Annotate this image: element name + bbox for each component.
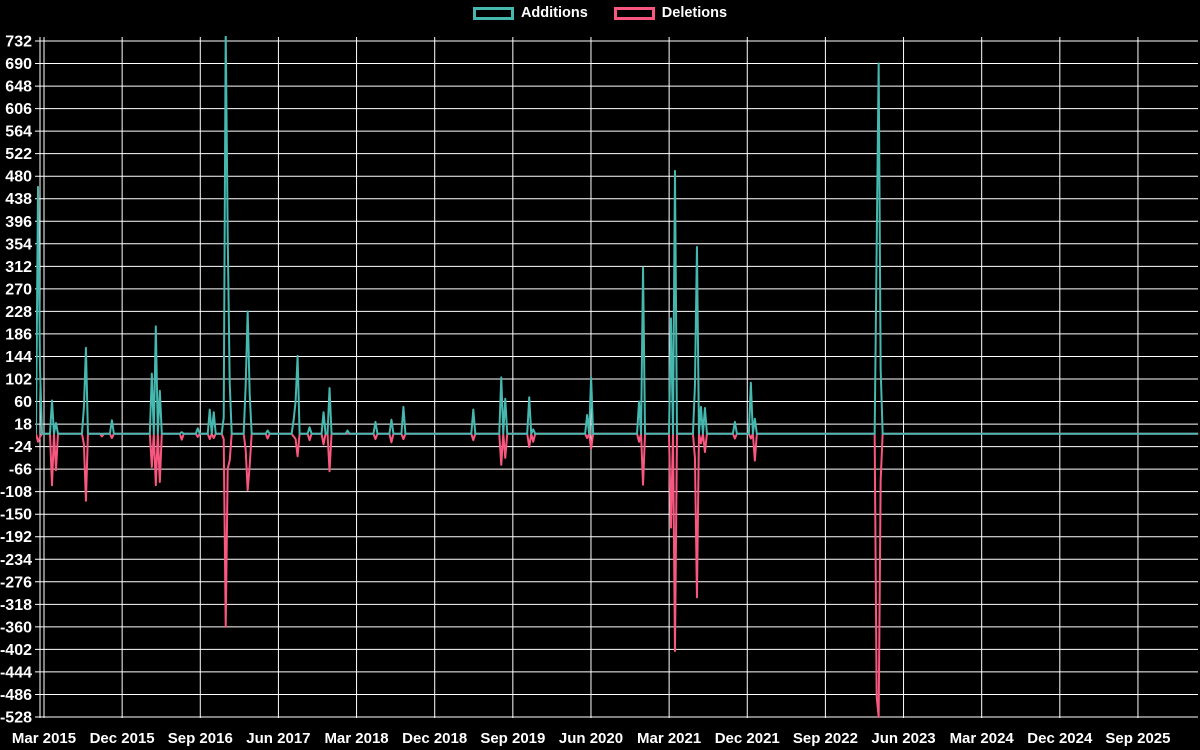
legend-label-deletions: Deletions <box>661 5 728 21</box>
legend-item-additions[interactable]: Additions <box>472 5 588 21</box>
legend-label-additions: Additions <box>520 5 588 21</box>
y-axis-tick-label: 228 <box>5 304 32 321</box>
y-axis-tick-label: -108 <box>0 484 32 501</box>
x-axis-tick-label: Jun 2020 <box>559 730 623 747</box>
y-axis-tick-label: -276 <box>0 574 32 591</box>
y-axis-tick-label: 522 <box>5 146 32 163</box>
y-axis-tick-label: -24 <box>9 439 32 456</box>
y-axis-tick-label: -486 <box>0 687 32 704</box>
y-axis-tick-label: -318 <box>0 597 32 614</box>
y-axis-tick-label: 396 <box>5 214 32 231</box>
x-axis-tick-label: Sep 2022 <box>793 730 858 747</box>
x-axis-tick-label: Sep 2025 <box>1105 730 1170 747</box>
y-axis-tick-label: -150 <box>0 507 32 524</box>
series-group <box>36 36 1199 718</box>
y-axis-tick-label: 732 <box>5 34 32 51</box>
x-axis-tick-label: Dec 2018 <box>402 730 467 747</box>
x-axis-tick-label: Sep 2019 <box>480 730 545 747</box>
y-axis-tick-label: 102 <box>5 372 32 389</box>
y-axis-tick-label: 648 <box>5 79 32 96</box>
y-axis-tick-label: 564 <box>5 124 32 141</box>
y-axis-tick-label: -234 <box>0 552 32 569</box>
x-axis-tick-label: Jun 2017 <box>246 730 310 747</box>
deletions-series-line <box>36 432 1199 718</box>
y-axis-tick-label: 144 <box>5 349 32 366</box>
y-axis-tick-label: -444 <box>0 664 32 681</box>
y-axis-tick-label: 312 <box>5 259 32 276</box>
y-axis-tick-label: -402 <box>0 642 32 659</box>
y-axis-tick-label: -192 <box>0 529 32 546</box>
y-axis-tick-label: 354 <box>5 236 32 253</box>
x-axis-tick-label: Mar 2021 <box>637 730 701 747</box>
additions-color-swatch <box>472 6 514 20</box>
x-axis-tick-label: Mar 2018 <box>324 730 388 747</box>
x-axis-tick-label: Dec 2015 <box>90 730 155 747</box>
y-axis-tick-label: 690 <box>5 56 32 73</box>
x-axis-tick-label: Dec 2021 <box>715 730 780 747</box>
x-axis-tick-label: Dec 2024 <box>1027 730 1093 747</box>
y-axis-tick-label: -528 <box>0 710 32 727</box>
y-axis-tick-label: 186 <box>5 326 32 343</box>
x-axis-tick-label: Mar 2024 <box>950 730 1015 747</box>
x-axis-tick-label: Sep 2016 <box>168 730 233 747</box>
y-axis-tick-label: 606 <box>5 101 32 118</box>
y-axis-tick-label: 60 <box>14 394 32 411</box>
y-axis-tick-label: 438 <box>5 191 32 208</box>
y-axis-tick-label: 480 <box>5 169 32 186</box>
y-axis-tick-label: -360 <box>0 619 32 636</box>
y-axis-tick-label: 270 <box>5 281 32 298</box>
chart-legend: Additions Deletions <box>0 6 1200 21</box>
deletions-color-swatch <box>613 6 655 20</box>
y-axis-tick-label: 18 <box>14 417 32 434</box>
y-axis-tick-label: -66 <box>9 462 32 479</box>
legend-item-deletions[interactable]: Deletions <box>613 5 728 21</box>
x-axis-tick-label: Jun 2023 <box>871 730 935 747</box>
x-axis-tick-label: Mar 2015 <box>12 730 76 747</box>
additions-series-line <box>36 36 1199 435</box>
